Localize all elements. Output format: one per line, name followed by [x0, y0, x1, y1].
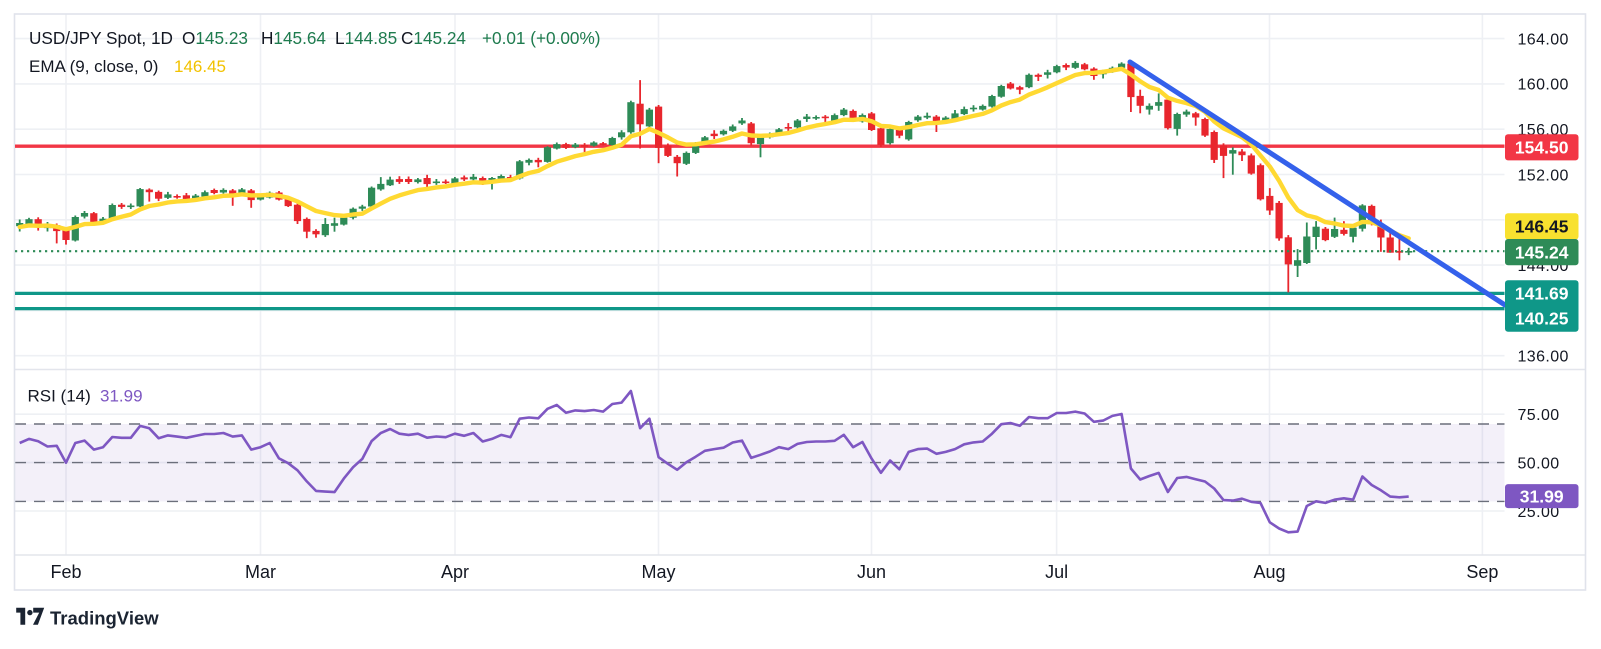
svg-text:140.25: 140.25	[1515, 309, 1569, 329]
svg-text:May: May	[641, 562, 675, 582]
svg-text:145.24: 145.24	[1515, 242, 1569, 262]
svg-text:Apr: Apr	[441, 562, 469, 582]
svg-text:164.00: 164.00	[1518, 31, 1569, 48]
svg-text:50.00: 50.00	[1518, 455, 1560, 472]
svg-text:Mar: Mar	[245, 562, 276, 582]
svg-text:152.00: 152.00	[1518, 167, 1569, 184]
svg-text:TradingView: TradingView	[50, 608, 159, 629]
svg-text:Aug: Aug	[1253, 562, 1285, 582]
svg-text:Sep: Sep	[1466, 562, 1498, 582]
svg-text:75.00: 75.00	[1518, 407, 1560, 424]
svg-text:Jun: Jun	[857, 562, 886, 582]
svg-text:136.00: 136.00	[1518, 349, 1569, 366]
svg-text:EMA (9, close, 0)146.45: EMA (9, close, 0) 146.45	[29, 57, 226, 76]
svg-text:31.99: 31.99	[1520, 486, 1564, 506]
svg-text:141.69: 141.69	[1515, 284, 1569, 304]
svg-text:146.45: 146.45	[1515, 217, 1569, 237]
svg-text:154.50: 154.50	[1515, 138, 1569, 158]
svg-text:RSI (14)31.99: RSI (14) 31.99	[28, 387, 143, 406]
svg-text:Feb: Feb	[50, 562, 81, 582]
svg-text:160.00: 160.00	[1518, 77, 1569, 94]
svg-text:Jul: Jul	[1045, 562, 1068, 582]
